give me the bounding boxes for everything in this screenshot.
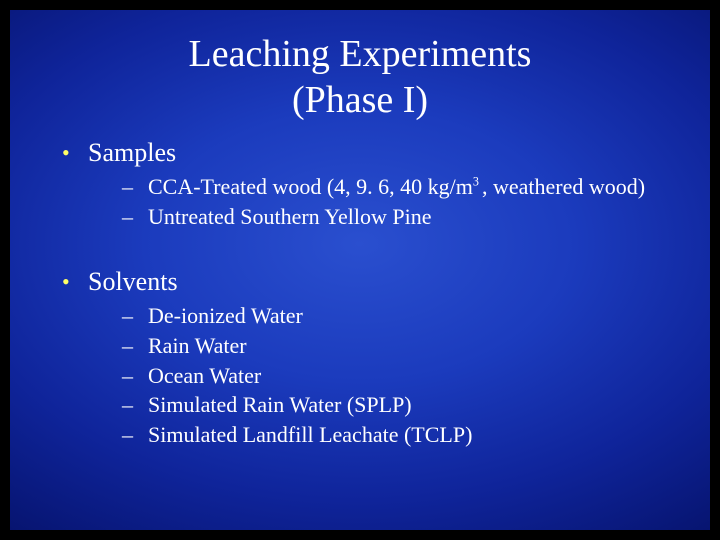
- list-item: Simulated Landfill Leachate (TCLP): [58, 420, 670, 450]
- solvents-item-0: De-ionized Water: [148, 303, 303, 328]
- list-item: Untreated Southern Yellow Pine: [58, 202, 670, 232]
- solvents-item-2: Ocean Water: [148, 363, 261, 388]
- bullet-samples-label: Samples: [88, 138, 176, 167]
- samples-item-1: Untreated Southern Yellow Pine: [148, 204, 432, 229]
- bullet-samples: Samples: [58, 138, 670, 168]
- list-item: De-ionized Water: [58, 301, 670, 331]
- samples-item-0a: CCA-Treated wood (4, 9. 6, 40 kg/m: [148, 174, 473, 199]
- bullet-solvents: Solvents: [58, 267, 670, 297]
- list-item: CCA-Treated wood (4, 9. 6, 40 kg/m3 , we…: [58, 172, 670, 202]
- bullet-solvents-label: Solvents: [88, 267, 178, 296]
- slide-title: Leaching Experiments (Phase I): [10, 32, 710, 123]
- solvents-item-4: Simulated Landfill Leachate (TCLP): [148, 422, 472, 447]
- slide-content: Samples CCA-Treated wood (4, 9. 6, 40 kg…: [58, 138, 670, 450]
- samples-item-0b: , weathered wood): [482, 174, 645, 199]
- slide: Leaching Experiments (Phase I) Samples C…: [10, 10, 710, 530]
- superscript-3: 3: [473, 175, 482, 189]
- title-line-2: (Phase I): [292, 79, 428, 121]
- solvents-item-1: Rain Water: [148, 333, 247, 358]
- solvents-item-3: Simulated Rain Water (SPLP): [148, 392, 412, 417]
- list-item: Rain Water: [58, 331, 670, 361]
- title-line-1: Leaching Experiments: [189, 33, 532, 75]
- list-item: Simulated Rain Water (SPLP): [58, 390, 670, 420]
- list-item: Ocean Water: [58, 361, 670, 391]
